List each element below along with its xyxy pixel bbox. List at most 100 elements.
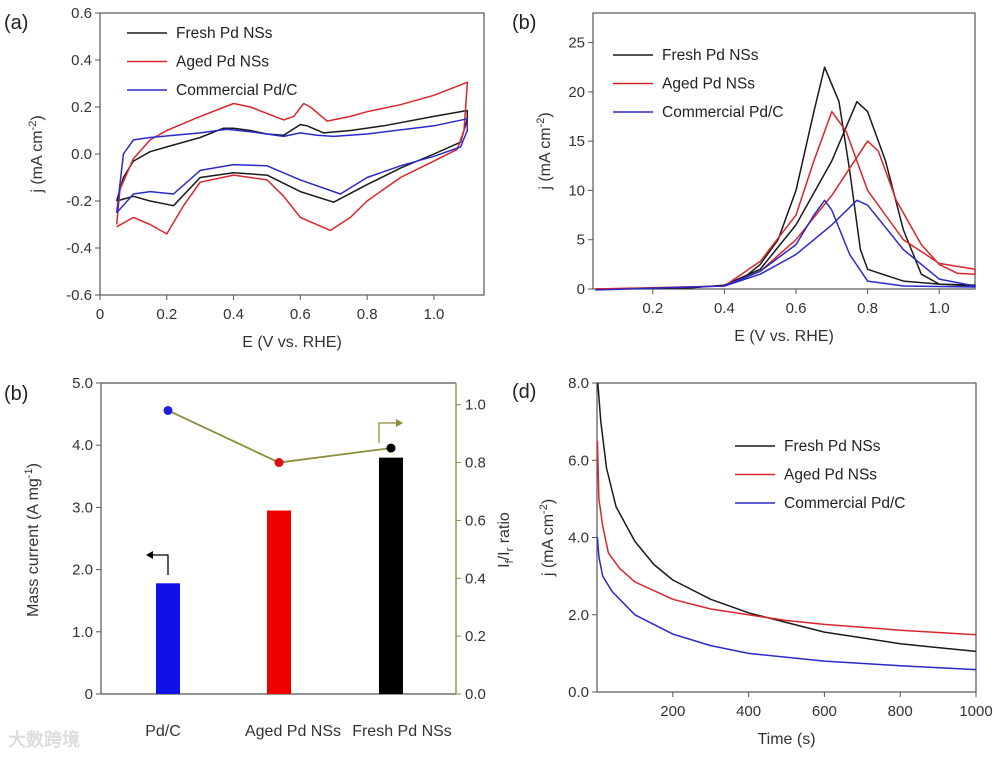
y2-axis-label-text: If/Ir ratio (496, 512, 516, 568)
y-tick-label: 0.0 (71, 146, 92, 163)
legend-label: Commercial Pd/C (784, 495, 905, 512)
y-axis-label-text: Mass current (A mg-1) (23, 463, 42, 617)
x-tick-label: 1.0 (423, 306, 444, 323)
y-label-sup: -1 (23, 468, 35, 478)
y2-label-part: r (504, 547, 516, 551)
y2-tick-label: 0.0 (465, 686, 486, 703)
y-tick-label: 0.4 (71, 52, 92, 69)
series-line-commercial (595, 199, 976, 291)
y2-tick-label: 0.8 (465, 455, 486, 472)
x-tick-label: 0.8 (857, 300, 878, 317)
y2-label-part: f (504, 559, 516, 563)
x-tick-label: 0.2 (642, 300, 663, 317)
y-label-main: j (mA cm (29, 130, 46, 193)
y-label-sup: -2 (538, 504, 550, 514)
x-axis-label: E (V vs. RHE) (734, 328, 834, 345)
series-line-fresh (115, 109, 469, 207)
series-line-commercial (115, 118, 469, 214)
watermark: 大数跨境 (8, 729, 80, 750)
y2-tick-label: 0.4 (465, 570, 486, 587)
series-line-aged (596, 440, 977, 636)
y2-axis-label: If/Ir ratio (496, 512, 516, 568)
y-label-end: ) (540, 499, 557, 504)
y-tick-label: 0 (85, 686, 93, 703)
bar-0 (156, 583, 180, 694)
panel-label: (d) (512, 381, 536, 403)
legend-label: Fresh Pd NSs (662, 47, 759, 64)
legend-label: Aged Pd NSs (662, 76, 755, 93)
legend-label: Commercial Pd/C (662, 104, 783, 121)
y-tick-label: 5 (577, 232, 585, 249)
category-label: Fresh Pd NSs (352, 723, 452, 740)
x-tick-label: 0.8 (357, 306, 378, 323)
legend-label: Fresh Pd NSs (176, 25, 273, 42)
left-axis-arrow (151, 554, 169, 575)
y-tick-label: 4.0 (72, 437, 93, 454)
y-tick-label: 6.0 (568, 452, 589, 469)
x-tick-label: 0.6 (786, 300, 807, 317)
series-line-fresh (595, 66, 976, 290)
y-tick-label: 0 (577, 281, 585, 298)
y-tick-label: 0.6 (71, 5, 92, 22)
y-label-end: ) (29, 115, 46, 120)
y-tick-label: 20 (568, 84, 585, 101)
y-tick-label: 0.0 (568, 684, 589, 701)
series-line-commercial (596, 537, 977, 671)
panel-label: (b) (512, 12, 536, 34)
y-label-main: j (mA cm (537, 127, 554, 190)
right-axis-arrow (378, 422, 397, 443)
panel-label: (b) (4, 383, 28, 405)
y-tick-label: -0.2 (66, 193, 92, 210)
ratio-point-1 (274, 458, 284, 468)
y2-tick-label: 1.0 (465, 397, 486, 414)
y-tick-label: 4.0 (568, 530, 589, 547)
category-label: Aged Pd NSs (245, 723, 341, 740)
y-tick-label: -0.4 (66, 240, 92, 257)
x-tick-label: 0 (96, 306, 104, 323)
series-line-aged (595, 110, 976, 290)
ratio-point-2 (386, 443, 396, 453)
y-axis-label: Mass current (A mg-1) (23, 463, 42, 617)
y-tick-label: -0.6 (66, 287, 92, 304)
y-label-end: ) (537, 112, 554, 117)
series-line-aged (115, 81, 469, 235)
y-tick-label: 2.0 (568, 607, 589, 624)
x-tick-label: 800 (888, 703, 913, 720)
x-tick-label: 1.0 (929, 300, 950, 317)
y-axis-label: j (mA cm-2) (535, 112, 554, 190)
y-tick-label: 2.0 (72, 562, 93, 579)
y-axis-label: j (mA cm-2) (27, 115, 46, 193)
y2-tick-label: 0.6 (465, 512, 486, 529)
y-axis-label-text: j (mA cm-2) (535, 112, 554, 190)
series-line-fresh (597, 382, 977, 653)
y-label-end: ) (25, 463, 42, 468)
y-tick-label: 10 (568, 182, 585, 199)
plot-frame (592, 12, 976, 290)
x-axis-label: Time (s) (757, 731, 815, 748)
right-arrow-head-icon (396, 419, 403, 427)
legend-label: Aged Pd NSs (176, 54, 269, 71)
y-tick-label: 25 (568, 35, 585, 52)
y-tick-label: 15 (568, 133, 585, 150)
y-label-sup: -2 (27, 121, 39, 131)
y-tick-label: 8.0 (568, 375, 589, 392)
y-label-main: j (mA cm (540, 514, 557, 577)
y2-label-part: /I (496, 551, 513, 560)
x-axis-label: E (V vs. RHE) (242, 334, 342, 351)
y-tick-label: 1.0 (72, 624, 93, 641)
x-tick-label: 0.6 (290, 306, 311, 323)
y-axis-label-text: j (mA cm-2) (538, 499, 557, 577)
legend-label: Fresh Pd NSs (784, 438, 881, 455)
x-tick-label: 1000 (959, 703, 992, 720)
x-tick-label: 600 (812, 703, 837, 720)
category-label: Pd/C (145, 723, 181, 740)
y-tick-label: 5.0 (72, 375, 93, 392)
x-tick-label: 0.4 (223, 306, 244, 323)
plot-frame (99, 12, 485, 296)
ratio-point-0 (163, 405, 173, 415)
y2-label-part: I (496, 563, 513, 567)
y-tick-label: 0.2 (71, 99, 92, 116)
left-arrow-head-icon (146, 551, 153, 559)
y2-tick-label: 0.2 (465, 628, 486, 645)
x-tick-label: 200 (660, 703, 685, 720)
